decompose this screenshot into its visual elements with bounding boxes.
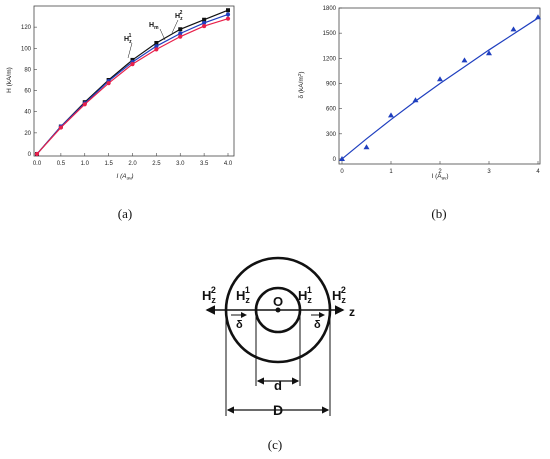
chart-b-y-tick-label: 600	[326, 107, 337, 113]
chart-a-y-tick-label: 40	[24, 110, 31, 116]
label-hz2-left: Hz2	[202, 285, 216, 305]
chart-a-x-tick-label: 3.5	[200, 161, 209, 167]
chart-a-label-hz2: Hz2	[175, 10, 183, 22]
chart-a-point	[130, 62, 135, 67]
chart-a-label-hm: Hm	[149, 22, 159, 31]
svg-text:δ: δ	[314, 319, 321, 331]
chart-a-point	[202, 20, 207, 26]
origin-label: O	[273, 294, 283, 309]
chart-b-y-tick-label: 1800	[323, 6, 337, 12]
chart-a-leader-hm	[159, 28, 166, 41]
chart-b-x-axis-label: I (Aav)	[431, 173, 448, 181]
chart-b-x-tick-label: 4	[536, 169, 540, 175]
chart-a-point	[154, 44, 159, 49]
svg-text:Hz1: Hz1	[124, 33, 132, 45]
chart-a-series	[34, 8, 231, 157]
chart-a-point	[130, 57, 135, 62]
chart-b-x-ticks: 0 1 2 3 4	[340, 161, 540, 175]
chart-a-plot-frame	[33, 5, 235, 157]
chart-a-x-tick-label: 4.0	[224, 161, 233, 167]
chart-a-point	[154, 41, 159, 45]
chart-b: 0 300 600 900 1200 1500 1800 0 1 2 3 4 δ (kA/m2) I…	[297, 6, 541, 221]
svg-text:δ: δ	[236, 319, 243, 331]
chart-a-y-tick-label: 0	[28, 152, 32, 158]
label-hz2-right: Hz2	[332, 285, 346, 305]
chart-a-y-tick-label: 60	[24, 89, 31, 95]
chart-a-point	[106, 81, 111, 86]
chart-a-y-axis-label: H (kA/m)	[6, 67, 13, 93]
chart-a-point	[202, 23, 207, 29]
chart-a-y-tick-label: 80	[24, 67, 31, 73]
chart-b-x-tick-label: 0	[340, 169, 344, 175]
chart-b-point	[388, 112, 394, 118]
chart-a-leader-hz1	[127, 42, 133, 59]
chart-a-point	[225, 12, 231, 17]
chart-a-point	[178, 31, 183, 36]
chart-a-x-axis-label: I (Aav)	[116, 173, 133, 181]
svg-text:Hm: Hm	[149, 22, 159, 31]
chart-b-x-tick-label: 1	[389, 169, 393, 175]
chart-a-x-ticks: 0.0 0.5 1.0 1.5 2.0 2.5 3.0 3.5 4.0	[33, 153, 233, 167]
chart-a-point	[225, 16, 231, 21]
d-label: d	[274, 378, 282, 393]
caption-b: (b)	[431, 206, 446, 221]
chart-a-x-tick-label: 0.5	[57, 161, 66, 167]
chart-a-series-line	[36, 13, 229, 155]
chart-b-point	[412, 97, 419, 103]
chart-a-label-hz1: Hz1	[124, 33, 132, 45]
chart-a-point	[82, 102, 87, 107]
chart-a-y-ticks: 0 20 40 60 80 100 120	[21, 25, 37, 158]
chart-a-leader-hz2	[171, 19, 179, 34]
chart-a-x-tick-label: 3.0	[176, 161, 185, 167]
chart-a-y-tick-label: 100	[21, 46, 32, 52]
chart-a-x-tick-label: 1.5	[104, 161, 113, 167]
svg-text:Hz2: Hz2	[175, 10, 183, 22]
chart-a-point	[58, 125, 63, 130]
chart-b-y-ticks: 0 300 600 900 1200 1500 1800	[323, 6, 342, 163]
chart-a-point	[178, 27, 183, 32]
chart-a-y-tick-label: 120	[21, 25, 32, 31]
label-hz1-right: Hz1	[298, 285, 312, 305]
chart-b-point	[486, 50, 492, 56]
chart-a-x-tick-label: 1.0	[81, 161, 90, 167]
chart-b-point	[535, 14, 541, 20]
chart-a-x-tick-label: 0.0	[33, 161, 42, 167]
chart-b-plot-frame	[338, 7, 541, 165]
chart-b-y-tick-label: 1500	[323, 31, 337, 37]
chart-a-point	[202, 17, 207, 22]
diagram-c: O z Hz2 Hz1 Hz1 Hz2 δ δ d D (c)	[202, 256, 355, 452]
chart-b-x-tick-label: 2	[438, 169, 442, 175]
chart-b-x-tick-label: 3	[487, 169, 491, 175]
chart-b-fit-line	[341, 17, 539, 160]
chart-b-series	[339, 14, 541, 161]
chart-b-point	[510, 26, 517, 32]
chart-a-series-line	[36, 18, 229, 155]
chart-a-point	[226, 8, 230, 13]
chart-b-point	[437, 76, 443, 82]
chart-a-x-tick-label: 2.0	[128, 161, 137, 167]
chart-a-point	[154, 47, 159, 52]
chart-b-y-tick-label: 0	[333, 157, 337, 163]
chart-b-point	[363, 144, 370, 150]
chart-b-y-tick-label: 1200	[323, 56, 337, 62]
chart-b-y-tick-label: 900	[326, 81, 337, 87]
chart-a: 0 20 40 60 80 100 120 0.0 0.5 1.0 1.5 2.0 2.5 3.0 3.5…	[6, 5, 235, 221]
delta-vector-left: δ	[231, 312, 247, 331]
chart-a-series-line	[36, 9, 229, 155]
chart-b-point	[461, 57, 468, 63]
delta-vector-right: δ	[311, 312, 325, 331]
caption-a: (a)	[118, 206, 132, 221]
chart-a-y-tick-label: 20	[24, 131, 31, 137]
chart-a-point	[178, 34, 183, 39]
z-axis-label: z	[349, 305, 355, 319]
chart-b-point	[339, 155, 345, 161]
label-hz1-left: Hz1	[236, 285, 250, 305]
D-label: D	[273, 402, 283, 418]
caption-c: (c)	[268, 437, 282, 452]
chart-b-y-axis-label: δ (kA/m2)	[297, 71, 305, 98]
chart-a-x-tick-label: 2.5	[152, 161, 161, 167]
chart-a-point	[34, 151, 40, 157]
chart-b-y-tick-label: 300	[326, 132, 337, 138]
